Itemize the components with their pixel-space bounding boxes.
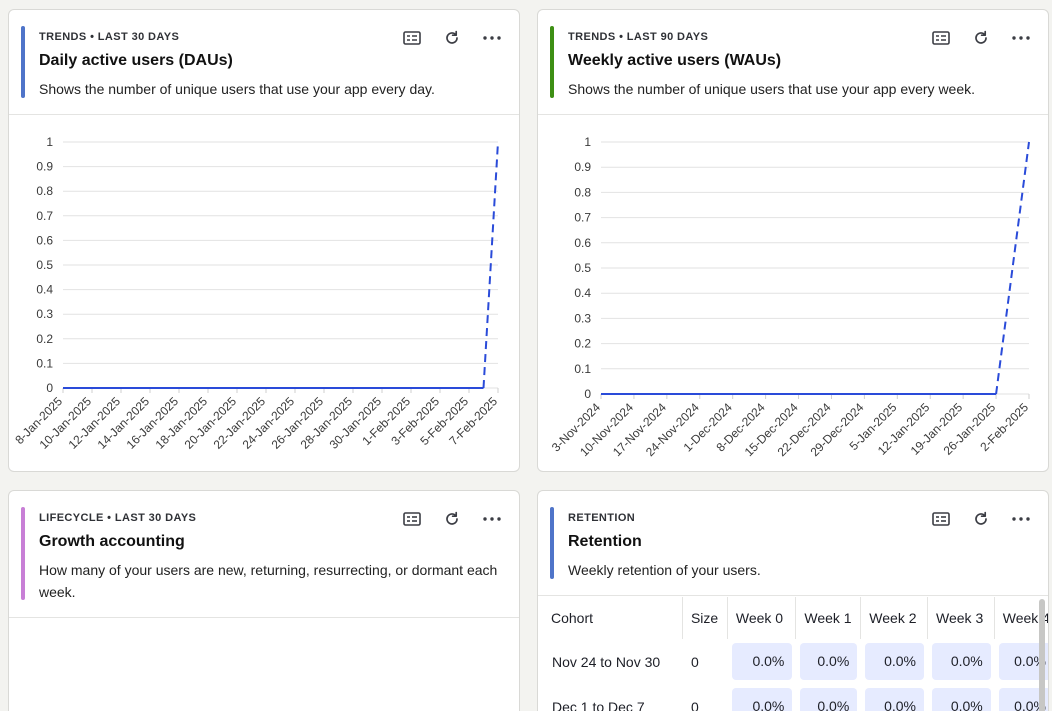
refresh-icon[interactable] bbox=[439, 507, 465, 531]
table-row[interactable]: Nov 24 to Nov 30 0 0.0% 0.0% 0.0% 0.0% 0… bbox=[538, 639, 1048, 684]
card-title: Retention bbox=[568, 533, 642, 550]
refresh-icon[interactable] bbox=[439, 26, 465, 50]
card-eyebrow: TRENDS • LAST 30 DAYS bbox=[39, 31, 180, 43]
more-icon[interactable] bbox=[1008, 507, 1034, 531]
legend-icon[interactable] bbox=[399, 26, 425, 50]
y-tick-label: 0.9 bbox=[36, 160, 53, 174]
y-tick-label: 0 bbox=[46, 381, 53, 395]
wau-chart: 0 0.1 0.2 0.3 0.4 0.5 0.6 0.7 0.8 0.9 1 3-Nov-2024 1… bbox=[538, 116, 1048, 471]
card-actions bbox=[928, 26, 1034, 50]
card-actions bbox=[928, 507, 1034, 531]
y-tick-label: 0.2 bbox=[574, 337, 591, 351]
legend-icon[interactable] bbox=[928, 507, 954, 531]
wau-card: TRENDS • LAST 90 DAYS Weekly active user… bbox=[537, 9, 1049, 472]
dau-line-chart: 00.10.20.30.40.50.60.70.80.918-Jan-20251… bbox=[12, 135, 500, 452]
card-eyebrow: LIFECYCLE • LAST 30 DAYS bbox=[39, 512, 197, 524]
dau-card: TRENDS • LAST 30 DAYS Daily active users… bbox=[8, 9, 520, 472]
wau-line-chart: 00.10.20.30.40.50.60.70.80.913-Nov-20241… bbox=[549, 135, 1031, 459]
series-line-incomplete bbox=[482, 141, 499, 389]
refresh-icon[interactable] bbox=[968, 26, 994, 50]
y-tick-label: 0.7 bbox=[574, 211, 591, 225]
cohort-cell: Nov 24 to Nov 30 bbox=[552, 653, 661, 670]
card-header: TRENDS • LAST 30 DAYS Daily active users… bbox=[9, 10, 519, 115]
legend-icon[interactable] bbox=[928, 26, 954, 50]
card-actions bbox=[399, 26, 505, 50]
column-header[interactable]: Week 3 bbox=[928, 597, 995, 639]
column-header[interactable]: Week 0 bbox=[728, 597, 797, 639]
retention-cell[interactable]: 0.0% bbox=[861, 639, 928, 684]
card-description: Shows the number of unique users that us… bbox=[39, 81, 435, 97]
retention-cell[interactable]: 0.0% bbox=[928, 639, 995, 684]
card-header: TRENDS • LAST 90 DAYS Weekly active user… bbox=[538, 10, 1048, 115]
retention-table: Cohort Size Week 0 Week 1 Week 2 Week 3 … bbox=[538, 597, 1049, 711]
column-header[interactable]: Week 1 bbox=[796, 597, 862, 639]
y-tick-label: 0.1 bbox=[36, 356, 53, 370]
card-title: Daily active users (DAUs) bbox=[39, 52, 233, 69]
retention-cell[interactable]: 0.0% bbox=[861, 684, 928, 711]
retention-cell[interactable]: 0.0% bbox=[796, 684, 861, 711]
card-description: Shows the number of unique users that us… bbox=[568, 81, 976, 97]
size-cell: 0 bbox=[690, 698, 699, 711]
card-accent-bar bbox=[21, 507, 25, 600]
retention-cell[interactable]: 0.0% bbox=[928, 684, 995, 711]
more-icon[interactable] bbox=[479, 507, 505, 531]
card-eyebrow: RETENTION bbox=[568, 512, 636, 524]
refresh-icon[interactable] bbox=[968, 507, 994, 531]
more-icon[interactable] bbox=[1008, 26, 1034, 50]
y-tick-label: 0.6 bbox=[574, 236, 591, 250]
lifecycle-card: LIFECYCLE • LAST 30 DAYS Growth accounti… bbox=[8, 490, 520, 711]
y-tick-label: 0.3 bbox=[574, 311, 591, 325]
y-tick-label: 0 bbox=[584, 387, 591, 401]
series-line-incomplete bbox=[995, 141, 1030, 395]
y-tick-label: 0.4 bbox=[574, 286, 591, 300]
retention-cell[interactable]: 0.0% bbox=[995, 684, 1048, 711]
card-description: Weekly retention of your users. bbox=[568, 562, 761, 578]
card-accent-bar bbox=[550, 507, 554, 579]
y-tick-label: 0.8 bbox=[36, 184, 53, 198]
y-tick-label: 0.6 bbox=[36, 233, 53, 247]
y-tick-label: 1 bbox=[46, 135, 53, 149]
y-tick-label: 1 bbox=[584, 135, 591, 149]
column-header[interactable]: Size bbox=[683, 597, 728, 639]
card-title: Weekly active users (WAUs) bbox=[568, 52, 782, 69]
retention-cell[interactable]: 0.0% bbox=[728, 639, 797, 684]
y-tick-label: 0.4 bbox=[36, 283, 53, 297]
y-tick-label: 0.9 bbox=[574, 160, 591, 174]
scrollbar[interactable] bbox=[1039, 599, 1045, 711]
cohort-cell: Dec 1 to Dec 7 bbox=[552, 698, 645, 711]
size-cell: 0 bbox=[690, 653, 699, 670]
legend-icon[interactable] bbox=[399, 507, 425, 531]
card-accent-bar bbox=[21, 26, 25, 98]
y-tick-label: 0.5 bbox=[36, 258, 53, 272]
more-icon[interactable] bbox=[479, 26, 505, 50]
retention-cell[interactable]: 0.0% bbox=[796, 639, 861, 684]
card-header: RETENTION Retention Weekly retention of … bbox=[538, 491, 1048, 596]
y-tick-label: 0.3 bbox=[36, 307, 53, 321]
column-header[interactable]: Cohort bbox=[538, 597, 683, 639]
dau-chart: 0 0.1 0.2 0.3 0.4 0.5 0.6 0.7 0.8 0.9 1 8-Jan-2025 1… bbox=[9, 116, 519, 471]
card-description: How many of your users are new, returnin… bbox=[39, 562, 498, 600]
y-tick-label: 0.2 bbox=[36, 332, 53, 346]
y-tick-label: 0.1 bbox=[574, 362, 591, 376]
table-row[interactable]: Dec 1 to Dec 7 0 0.0% 0.0% 0.0% 0.0% 0.0… bbox=[538, 684, 1048, 711]
y-tick-label: 0.7 bbox=[36, 209, 53, 223]
card-actions bbox=[399, 507, 505, 531]
retention-card: RETENTION Retention Weekly retention of … bbox=[537, 490, 1049, 711]
card-eyebrow: TRENDS • LAST 90 DAYS bbox=[568, 31, 709, 43]
column-header[interactable]: Week 4 bbox=[1002, 610, 1049, 626]
column-header[interactable]: Week 2 bbox=[861, 597, 929, 639]
card-accent-bar bbox=[550, 26, 554, 98]
y-tick-label: 0.8 bbox=[574, 185, 591, 199]
retention-cell[interactable]: 0.0% bbox=[728, 684, 797, 711]
card-title: Growth accounting bbox=[39, 533, 185, 550]
y-tick-label: 0.5 bbox=[574, 261, 591, 275]
table-header-row: Cohort Size Week 0 Week 1 Week 2 Week 3 … bbox=[538, 597, 1049, 639]
card-header: LIFECYCLE • LAST 30 DAYS Growth accounti… bbox=[9, 491, 519, 618]
